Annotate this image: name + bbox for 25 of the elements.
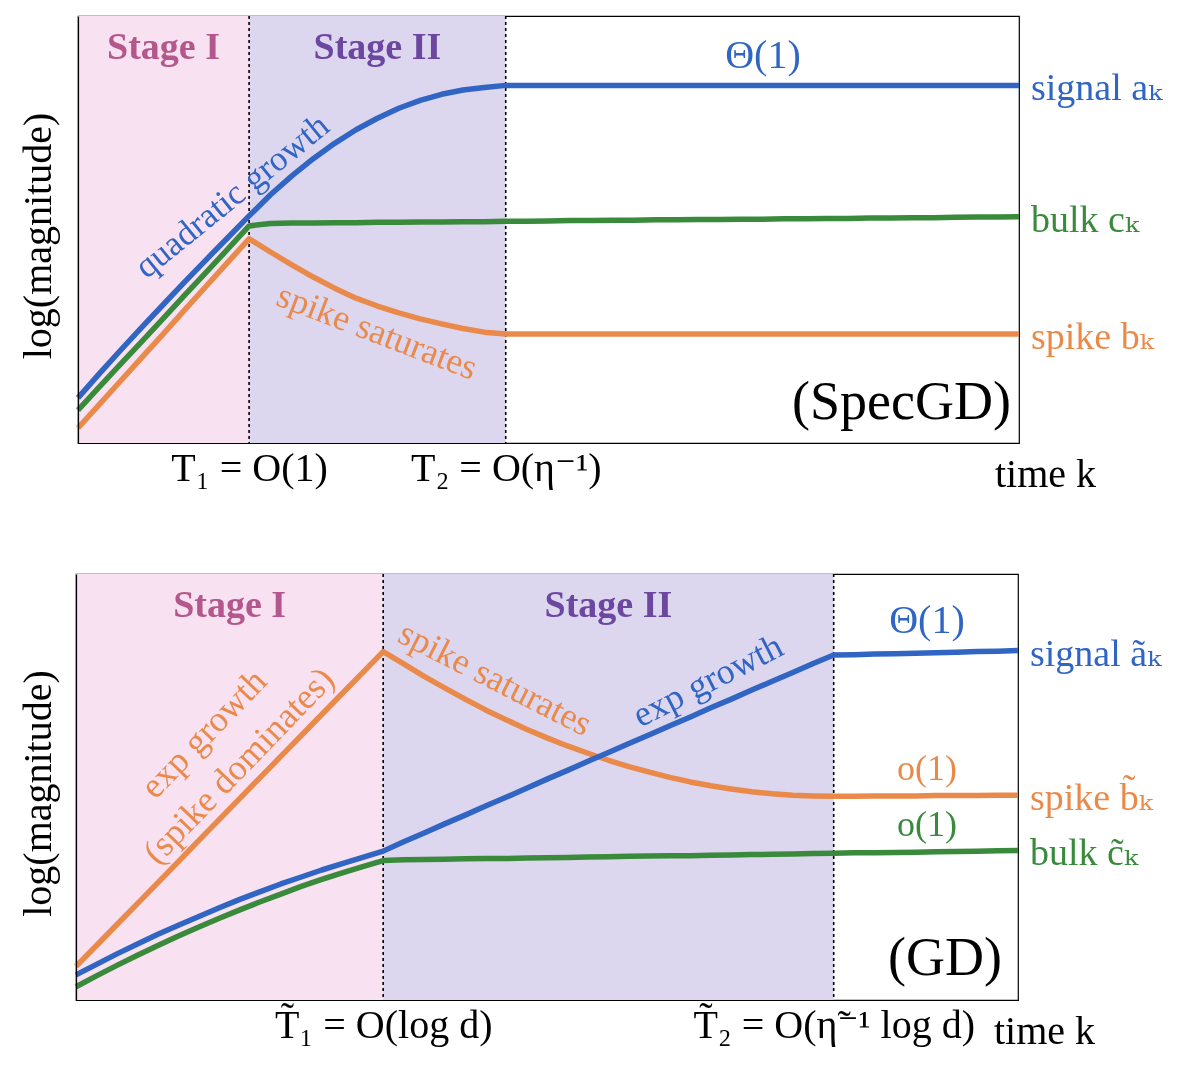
x-tick-label: T₂ = O(η⁻¹) bbox=[410, 444, 602, 490]
text: Stage I bbox=[107, 25, 220, 67]
series-label: signal aₖ bbox=[1031, 66, 1164, 109]
x-tick-label: T̃₁ = O(log d) bbox=[274, 1001, 493, 1047]
series-label: bulk c̃ₖ bbox=[1030, 831, 1139, 874]
text: Θ(1) bbox=[725, 32, 801, 77]
series-label: bulk cₖ bbox=[1031, 197, 1140, 240]
series-label: signal ãₖ bbox=[1030, 631, 1163, 674]
band-label: Stage II bbox=[544, 583, 673, 625]
y-axis-title: log(magnitude) bbox=[14, 112, 60, 360]
x-tick-label: T̃₂ = O(η̃⁻¹ log d) bbox=[693, 1001, 975, 1047]
y-axis-title: log(magnitude) bbox=[14, 670, 60, 917]
annotation: (GD) bbox=[888, 927, 1002, 987]
text: Stage I bbox=[173, 583, 287, 625]
annotation: spike saturates bbox=[271, 274, 483, 388]
annotation: o(1) bbox=[897, 804, 957, 844]
x-axis-title: time k bbox=[993, 1007, 1096, 1053]
annotation: o(1) bbox=[897, 748, 957, 788]
series-label: spike bₖ bbox=[1031, 314, 1155, 357]
x-tick-label: T₁ = O(1) bbox=[171, 444, 328, 490]
x-axis-title: time k bbox=[994, 450, 1097, 496]
band-label: Stage II bbox=[313, 25, 442, 67]
series-label: spike b̃ₖ bbox=[1030, 775, 1154, 819]
annotation: (SpecGD) bbox=[792, 371, 1011, 431]
text: Θ(1) bbox=[889, 597, 965, 642]
